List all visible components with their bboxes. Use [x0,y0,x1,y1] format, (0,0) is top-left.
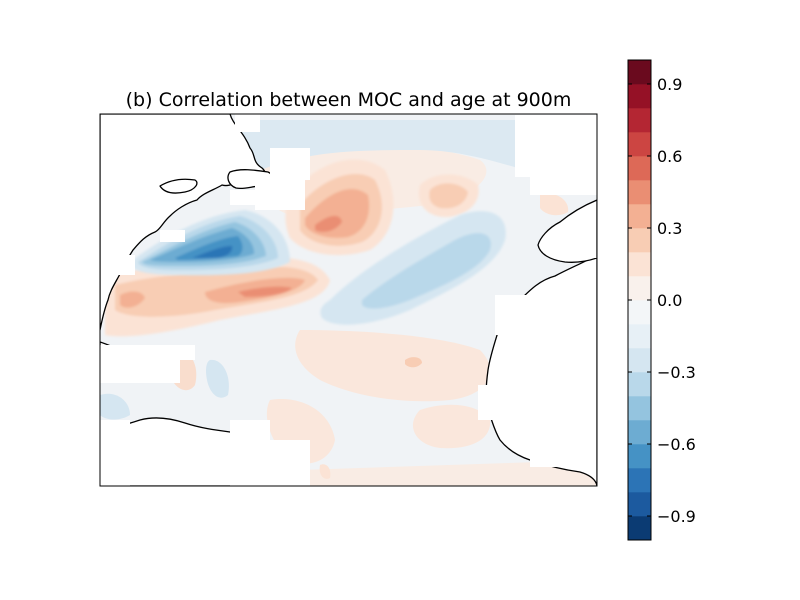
colorbar-segment [628,276,651,301]
nova-scotia-coast [159,178,198,194]
colorbar-segment [628,468,651,493]
colorbar-segment [628,180,651,205]
positive-anomaly-northeast [418,174,479,218]
colorbar-segment [628,228,651,253]
missing-data-masks [100,114,597,486]
colorbar-segment [628,60,651,85]
positive-anomaly-north [285,159,394,256]
colorbar-segment [628,420,651,445]
colorbar-segment [628,300,651,325]
negative-anomaly-labrador [130,210,290,276]
map-frame [99,113,598,487]
colorbar-tick-label: 0.0 [657,291,682,310]
colorbar-tick-label: 0.6 [657,147,682,166]
north-america-landmass [100,114,266,331]
colorbar-segments [628,60,651,541]
colorbar-segment [628,108,651,133]
colorbar-segment [628,204,651,229]
weak-negative-field-north [230,120,560,180]
colorbar-tick-label: −0.3 [657,363,696,382]
colorbar-segment [628,132,651,157]
colorbar-segment [628,156,651,181]
weak-positive-field-bottom-strip [300,460,597,486]
positive-anomaly-spot-southwest [319,464,331,479]
colorbar-segment [628,444,651,469]
positive-anomaly-spot-south [405,357,422,368]
colorbar: 0.9 0.6 0.3 0.0 −0.3 −0.6 −0.9 [627,59,696,541]
colorbar-segment [628,372,651,397]
colorbar-segment [628,252,651,277]
map-panel [100,114,597,486]
colorbar-ticks: 0.9 0.6 0.3 0.0 −0.3 −0.6 −0.9 [628,75,696,526]
colorbar-segment [628,396,651,421]
colorbar-segment [628,492,651,517]
map-title: (b) Correlation between MOC and age at 9… [125,89,572,111]
iberia-landmass [537,199,597,264]
colorbar-segment [628,348,651,373]
colorbar-tick-label: 0.9 [657,75,682,94]
weak-positive-field-southeast [412,404,491,449]
negative-anomaly-central [320,211,506,325]
weak-negative-field-caribbean [206,359,229,398]
weak-positive-field-far-east [540,193,569,216]
colorbar-segment [628,516,651,541]
colorbar-tick-label: −0.6 [657,435,696,454]
weak-positive-field-south [295,330,490,402]
colorbar-tick-label: −0.9 [657,507,696,526]
positive-anomaly-gulfstream [105,257,330,337]
weak-negative-field-west [100,393,130,420]
colorbar-segment [628,324,651,349]
colorbar-segment [628,84,651,109]
colorbar-tick-label: 0.3 [657,219,682,238]
